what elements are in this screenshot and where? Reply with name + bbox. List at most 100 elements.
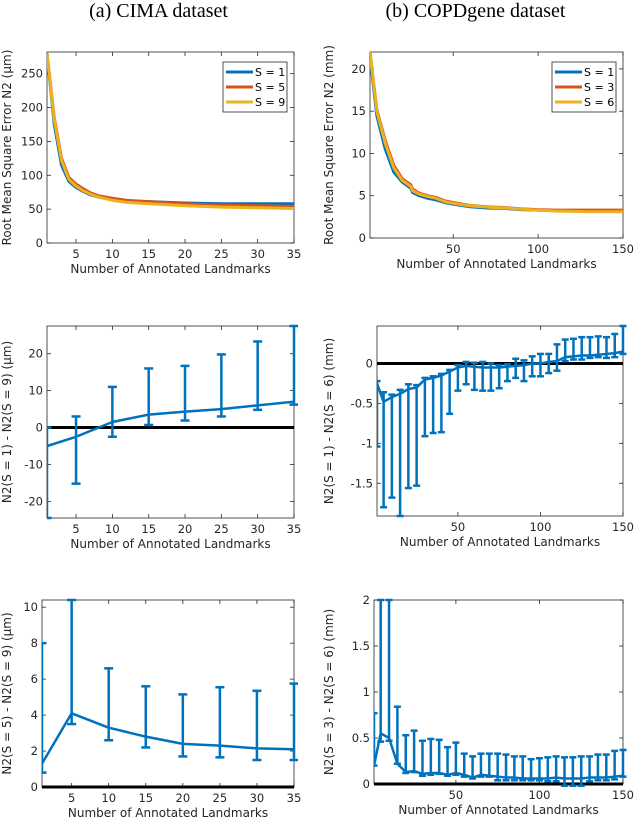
y-tick-label: 4: [31, 708, 38, 722]
y-tick-label: 8: [31, 636, 38, 650]
y-tick-label: 200: [21, 101, 43, 115]
x-tick-label: 100: [528, 788, 550, 802]
x-tick-label: 10: [101, 791, 116, 805]
x-tick-label: 50: [451, 520, 466, 534]
mean-line: [47, 400, 295, 448]
plot-area: [47, 53, 295, 210]
x-axis-label: Number of Annotated Landmarks: [396, 257, 596, 271]
x-tick-label: 15: [141, 247, 156, 261]
x-tick-label: 30: [250, 522, 265, 536]
y-tick-label: 10: [28, 384, 43, 398]
legend-label: S = 5: [255, 81, 285, 94]
y-tick-label: 150: [21, 134, 43, 148]
x-tick-label: 25: [214, 522, 229, 536]
legend: S = 1 S = 3 S = 6: [551, 61, 617, 113]
x-tick-label: 5: [68, 791, 75, 805]
y-axis-label: Root Mean Square Error N2 (mm): [322, 45, 336, 245]
x-tick-label: 35: [287, 791, 302, 805]
y-axis-label: N2(S = 3) - N2(S = 6) (mm): [322, 609, 336, 775]
plot-area: [42, 598, 298, 789]
legend-label: S = 6: [584, 96, 614, 109]
y-tick-label: 20: [351, 62, 366, 76]
x-tick-label: 100: [529, 520, 551, 534]
y-tick-label: 0: [36, 421, 43, 435]
chart-copd-diff-3-6: 50 100 150 0 0.5 1 1.5 2 Number of Annotated Lan…: [322, 593, 634, 817]
column-title-cima: (a) CIMA dataset: [89, 0, 228, 22]
axes-box: [46, 325, 295, 519]
y-tick-label: 6: [31, 672, 38, 686]
x-tick-label: 20: [176, 791, 191, 805]
plot-area: [377, 324, 627, 518]
x-tick-label: 30: [250, 791, 265, 805]
y-tick-label: 0: [31, 780, 38, 794]
x-axis-label: Number of Annotated Landmarks: [398, 803, 598, 817]
legend-label: S = 9: [255, 96, 285, 109]
y-axis-label: N2(S = 1) - N2(S = 9) (μm): [0, 341, 14, 503]
x-tick-label: 50: [446, 242, 461, 256]
x-tick-label: 35: [287, 247, 302, 261]
legend-label: S = 1: [584, 66, 614, 79]
y-tick-label: 1: [363, 685, 370, 699]
y-axis-label: N2(S = 5) - N2(S = 9) (μm): [0, 612, 14, 774]
y-tick-label: 20: [28, 347, 43, 361]
legend-label: S = 1: [255, 66, 285, 79]
plot-area: [47, 324, 298, 520]
x-axis-label: Number of Annotated Landmarks: [70, 262, 270, 276]
y-axis-label: N2(S = 1) - N2(S = 6) (mm): [322, 338, 336, 504]
x-axis-label: Number of Annotated Landmarks: [400, 535, 600, 549]
series-line-S=6: [370, 51, 623, 214]
x-tick-label: 25: [213, 791, 228, 805]
mean-line: [42, 712, 295, 765]
column-title-copdgene: (b) COPDgene dataset: [385, 0, 566, 22]
y-tick-label: -1.5: [351, 476, 373, 490]
y-tick-label: 100: [21, 168, 43, 182]
y-tick-label: 5: [359, 189, 366, 203]
y-axis-label: Root Mean Square Error N2 (μm): [0, 50, 14, 246]
plot-area: [374, 598, 627, 787]
x-tick-label: 20: [178, 522, 193, 536]
y-tick-label: 0: [366, 357, 373, 371]
plot-area: [370, 51, 624, 214]
x-tick-label: 10: [105, 247, 120, 261]
chart-cima-rmse: 5 10 15 20 25 30 35 0 50 100 150 200 250 Number of An…: [0, 50, 301, 276]
y-tick-label: 2: [31, 744, 38, 758]
x-tick-label: 15: [138, 791, 153, 805]
x-tick-label: 5: [72, 522, 79, 536]
y-tick-label: 250: [21, 67, 43, 81]
x-tick-label: 150: [612, 788, 634, 802]
x-axis-label: Number of Annotated Landmarks: [68, 806, 268, 820]
x-tick-label: 30: [250, 247, 265, 261]
y-tick-label: 0.5: [352, 731, 370, 745]
x-tick-label: 20: [178, 247, 193, 261]
chart-copd-diff-1-6: 50 100 150 -1.5 -1 -0.5 0 Number of Annotated L…: [322, 324, 634, 549]
x-tick-label: 50: [449, 788, 464, 802]
y-tick-label: 15: [351, 104, 366, 118]
y-tick-label: 2: [363, 593, 370, 607]
x-tick-label: 100: [527, 242, 549, 256]
y-tick-label: -10: [24, 457, 43, 471]
x-tick-label: 5: [72, 247, 79, 261]
x-tick-label: 150: [612, 242, 634, 256]
x-tick-label: 25: [214, 247, 229, 261]
y-tick-label: 50: [28, 202, 43, 216]
x-tick-label: 10: [105, 522, 120, 536]
y-tick-label: 10: [351, 146, 366, 160]
x-tick-label: 35: [287, 522, 302, 536]
y-tick-label: 0: [36, 236, 43, 250]
legend: S = 1 S = 5 S = 9: [222, 61, 288, 113]
y-tick-label: 1.5: [352, 639, 370, 653]
y-tick-label: 10: [23, 600, 38, 614]
y-tick-label: 0: [363, 777, 370, 791]
legend-label: S = 3: [584, 81, 614, 94]
x-tick-label: 150: [612, 520, 634, 534]
y-tick-label: -20: [24, 494, 43, 508]
y-tick-label: -0.5: [351, 396, 373, 410]
y-tick-label: 0: [359, 231, 366, 245]
axes-box: [41, 599, 295, 788]
x-tick-label: 15: [141, 522, 156, 536]
x-axis-label: Number of Annotated Landmarks: [70, 537, 270, 551]
chart-copd-rmse: 50 100 150 0 5 10 15 20 Number of Annotated Land…: [322, 45, 634, 271]
